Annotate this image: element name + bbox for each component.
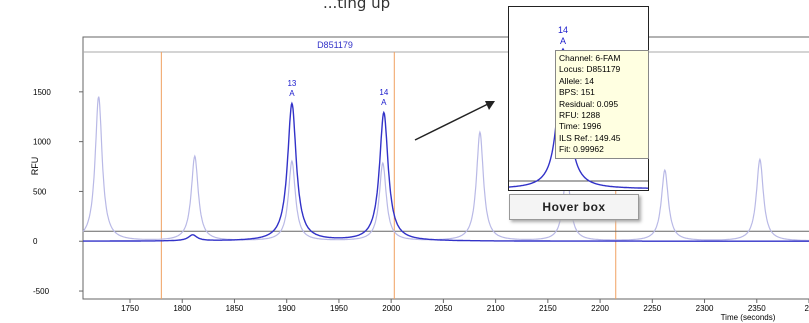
x-tick-label: 1950	[330, 304, 348, 313]
x-tick-label: 2000	[382, 304, 400, 313]
x-tick-label: 24	[805, 304, 809, 313]
header-text: ...ting up	[323, 0, 391, 12]
x-tick-label: 1850	[226, 304, 244, 313]
y-axis-label: RFU	[30, 157, 40, 176]
tooltip-rfu: RFU: 1288	[559, 110, 601, 121]
axis-ticks: -500 0 500 1000 1500 1750 1800 1850 1900 1950 2000…	[33, 88, 809, 313]
x-tick-label: 2050	[434, 304, 452, 313]
x-tick-label: 2100	[487, 304, 505, 313]
peak-labels: 13A 14A	[287, 79, 388, 107]
y-tick-label: -500	[33, 287, 50, 296]
primary-trace	[83, 101, 809, 242]
plot-frame	[82, 36, 809, 300]
callout-arrowhead	[485, 101, 495, 110]
y-tick-label: 0	[33, 237, 38, 246]
x-tick-label: 1800	[173, 304, 191, 313]
plot-title: D851179	[317, 40, 353, 50]
tooltip-allele: Allele: 14	[559, 75, 594, 86]
zoom-peak-call: A	[560, 36, 566, 46]
secondary-trace	[82, 96, 809, 242]
x-tick-label: 2250	[643, 304, 661, 313]
tooltip-channel: Channel: 6-FAM	[559, 53, 621, 63]
callout-arrow	[414, 102, 491, 141]
y-tick-label: 1500	[33, 88, 51, 97]
tooltip-time: Time: 1996	[559, 121, 602, 132]
peak-allele-call: A	[289, 89, 295, 98]
peak-allele-call: A	[381, 98, 387, 107]
peak-label: 14	[379, 88, 388, 97]
x-tick-label: 2200	[591, 304, 609, 313]
tooltip-locus: Locus: D851179	[559, 64, 621, 75]
tooltip-ils-ref: ILS Ref.: 149.45	[559, 132, 621, 143]
x-tick-label: 2350	[748, 304, 766, 313]
x-tick-label: 1750	[121, 304, 139, 313]
x-tick-label: 2150	[539, 304, 557, 313]
zoom-inset-plot: 14 A	[509, 25, 648, 189]
peak-label: 13	[287, 79, 296, 88]
zoom-peak-label: 14	[558, 25, 568, 35]
tooltip-fit: Fit: 0.99962	[559, 144, 604, 155]
peak-tooltip: Channel: 6-FAM Locus: D851179 Allele: 14…	[555, 50, 649, 159]
tooltip-residual: Residual: 0.095	[559, 98, 619, 109]
x-tick-label: 2300	[696, 304, 714, 313]
hover-box-label: Hover box	[509, 194, 639, 220]
y-tick-label: 500	[33, 187, 47, 196]
tooltip-bps: BPS: 151	[559, 87, 595, 98]
x-axis-label: Time (seconds)	[721, 313, 776, 322]
x-tick-label: 1900	[278, 304, 296, 313]
zoom-peak-trace	[509, 47, 648, 189]
y-tick-label: 1000	[33, 138, 51, 147]
